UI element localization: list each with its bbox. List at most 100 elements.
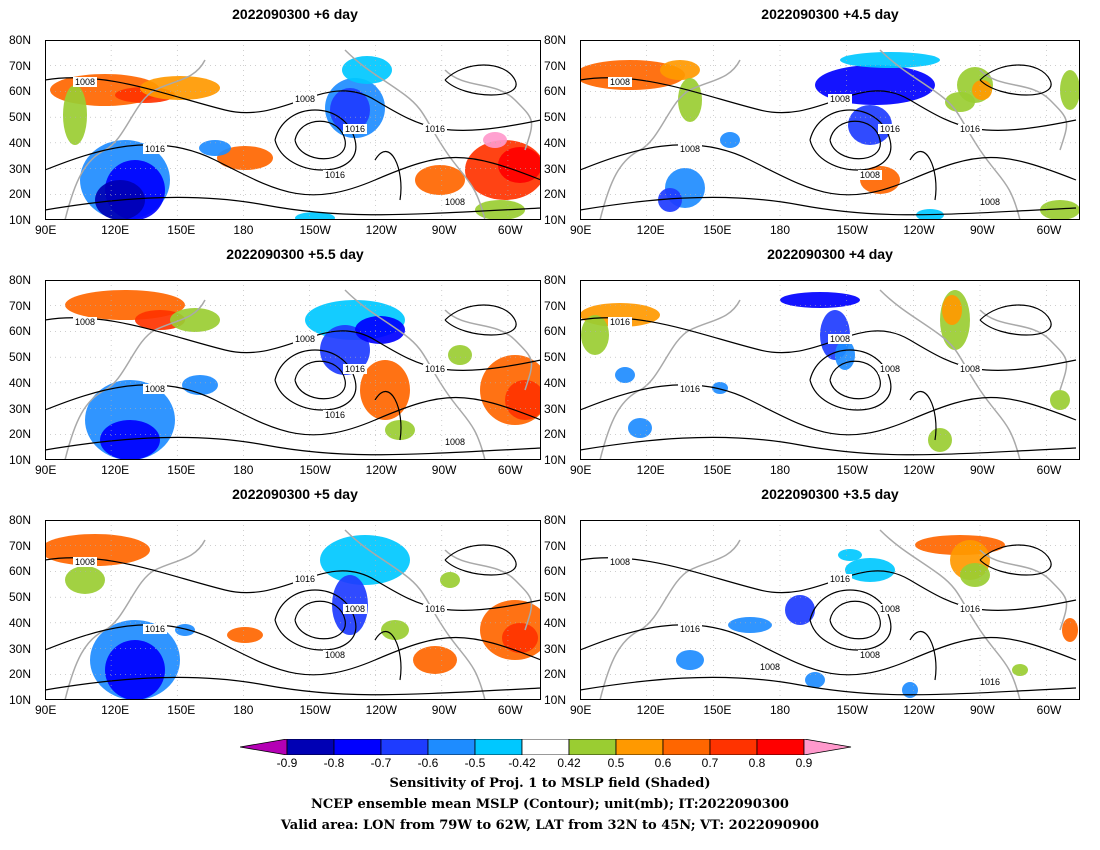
- sensitivity-shading: [580, 290, 1070, 452]
- lon-label: 120E: [636, 463, 665, 477]
- lon-label: 90W: [431, 463, 457, 477]
- lat-label: 60N: [9, 324, 32, 339]
- map-panel-4-day: 1016 1008 1008 1016 1008: [580, 280, 1080, 460]
- lat-label: 50N: [544, 350, 567, 365]
- lon-label: 120E: [636, 223, 665, 237]
- coastlines: [599, 289, 1068, 460]
- shaded-region: [972, 80, 992, 100]
- colorbar-swatch: [380, 739, 429, 755]
- lon-label: 180: [770, 463, 791, 477]
- colorbar-tick-label: -0.9: [276, 756, 298, 770]
- lon-label: 90W: [970, 463, 995, 477]
- panel-title-2: 2022090300 +4.5 day: [761, 6, 899, 22]
- lat-label: 60N: [544, 324, 567, 339]
- coastlines: [599, 529, 1068, 700]
- colorbar-tick-label: 0.6: [654, 756, 672, 770]
- lon-label: 90W: [970, 223, 995, 237]
- lon-label: 90W: [970, 703, 995, 717]
- lon-label: 120W: [903, 223, 935, 237]
- coastlines: [64, 529, 533, 700]
- lon-label: 150E: [167, 223, 196, 237]
- shaded-region: [628, 418, 652, 438]
- lat-label: 30N: [9, 641, 32, 656]
- lat-label: 20N: [9, 427, 32, 442]
- lon-label: 90E: [570, 463, 592, 477]
- shaded-region: [660, 60, 700, 80]
- lat-label: 40N: [9, 375, 32, 390]
- contour-label: 1016: [345, 124, 365, 134]
- contour-label: 1016: [980, 677, 1000, 687]
- contour-label: 1016: [425, 364, 445, 374]
- lat-label: 70N: [9, 298, 32, 313]
- shaded-region: [320, 535, 410, 585]
- grid-lines: [580, 40, 1080, 220]
- contour-label: 1008: [75, 317, 95, 327]
- lat-label: 20N: [9, 187, 32, 202]
- map-panel-6-day: 1008 1008 1016 1016 1016 1016 1008: [45, 40, 541, 220]
- lon-label: 150W: [299, 463, 331, 477]
- contour-label: 1016: [145, 624, 165, 634]
- contour-label: 1016: [610, 317, 630, 327]
- shaded-region: [960, 563, 990, 587]
- lon-label: 150E: [703, 463, 732, 477]
- lon-label: 90E: [35, 223, 57, 237]
- colorbar-swatch: [709, 739, 758, 755]
- shaded-region: [712, 382, 728, 394]
- panel-title-4: 2022090300 +4 day: [767, 246, 893, 262]
- shaded-region: [140, 76, 220, 100]
- shaded-region: [720, 132, 740, 148]
- shaded-region: [105, 640, 165, 700]
- colorbar-swatch: [662, 739, 711, 755]
- mslp-contours: [580, 304, 1077, 456]
- contour-label: 1008: [830, 94, 850, 104]
- lat-label: 10N: [9, 213, 32, 227]
- colorbar-swatch: [286, 739, 335, 755]
- sensitivity-shading: [50, 56, 541, 220]
- shaded-region: [175, 624, 195, 636]
- lat-label: 30N: [544, 641, 567, 656]
- lon-label: 120W: [365, 703, 398, 717]
- lat-label: 30N: [544, 401, 567, 416]
- lon-label: 180: [233, 463, 254, 477]
- contour-label: 1008: [325, 650, 345, 660]
- lon-label: 120E: [101, 463, 130, 477]
- colorbar-tick-label: -0.42: [508, 756, 536, 770]
- caption-contour: NCEP ensemble mean MSLP (Contour); unit(…: [311, 797, 789, 812]
- shaded-region: [1040, 200, 1080, 220]
- lat-label: 10N: [9, 453, 32, 467]
- shaded-region: [170, 308, 220, 332]
- lat-label: 60N: [544, 84, 567, 99]
- lat-label: 10N: [544, 453, 567, 467]
- lat-label: 50N: [9, 590, 32, 605]
- colorbar: [240, 739, 852, 755]
- contour-label: 1008: [445, 437, 465, 447]
- contour-label: 1016: [830, 574, 850, 584]
- shaded-region: [1060, 70, 1080, 110]
- shaded-region: [63, 85, 87, 145]
- caption-valid-area: Valid area: LON from 79W to 62W, LAT fro…: [280, 818, 820, 833]
- lon-label: 90E: [570, 223, 592, 237]
- shaded-region: [580, 60, 685, 90]
- contour-label: 1008: [345, 604, 365, 614]
- lon-label: 120W: [903, 463, 935, 477]
- lat-label: 20N: [544, 187, 567, 202]
- contour-label: 1008: [610, 557, 630, 567]
- shaded-region: [45, 534, 150, 566]
- lon-label: 60W: [497, 703, 523, 717]
- shaded-region: [581, 315, 609, 355]
- contour-label: 1008: [295, 94, 315, 104]
- contour-label: 1016: [680, 624, 700, 634]
- contour-label: 1016: [425, 604, 445, 614]
- contour-label: 1008: [980, 197, 1000, 207]
- colorbar-tick-label: 0.5: [607, 756, 625, 770]
- caption-shading: Sensitivity of Proj. 1 to MSLP field (Sh…: [389, 776, 711, 791]
- lat-label: 70N: [9, 538, 32, 553]
- shaded-region: [780, 292, 860, 308]
- coastlines: [599, 49, 1068, 220]
- colorbar-tick-label: 0.42: [557, 756, 581, 770]
- shaded-region: [615, 367, 635, 383]
- contour-label: 1016: [295, 574, 315, 584]
- lat-label: 20N: [544, 427, 567, 442]
- lat-label: 70N: [544, 58, 567, 73]
- lat-label: 40N: [544, 615, 567, 630]
